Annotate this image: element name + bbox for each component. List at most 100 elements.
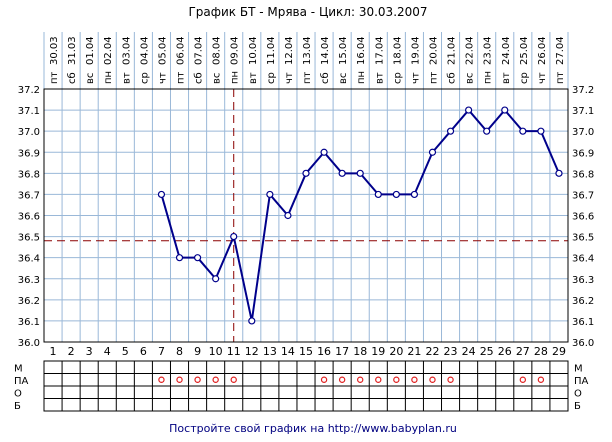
weekday-label: ср (266, 72, 277, 84)
date-label: 08.04 (212, 36, 223, 65)
data-point (555, 169, 563, 177)
cycle-day-label: 6 (140, 345, 147, 358)
cycle-day-label: 29 (552, 345, 566, 358)
data-point (157, 190, 166, 199)
date-label: 19.04 (410, 36, 421, 65)
date-label: 10.04 (248, 36, 259, 65)
weekday-label: чт (157, 72, 168, 84)
cycle-day-label: 5 (122, 345, 129, 358)
cycle-day-label: 26 (498, 345, 512, 358)
y-tick-label-left: 36.4 (18, 254, 40, 265)
data-point (519, 127, 527, 135)
cycle-day-label: 8 (176, 345, 183, 358)
pa-marker (411, 376, 418, 383)
weekday-label: вт (121, 72, 132, 84)
cycle-day-label: 21 (407, 345, 421, 358)
y-tick-label-right: 36.6 (572, 212, 594, 223)
cycle-day-label: 7 (158, 345, 165, 358)
pa-marker (447, 376, 454, 383)
cycle-day-label: 13 (263, 345, 277, 358)
y-tick-label-right: 36.5 (572, 233, 594, 244)
cycle-day-label: 15 (299, 345, 313, 358)
weekday-label: вт (248, 72, 259, 84)
symptom-row-label-left: М (14, 363, 23, 374)
date-label: 03.04 (121, 36, 132, 65)
date-label: 01.04 (85, 36, 96, 65)
plot-frame (43, 88, 569, 343)
cycle-day-label: 28 (534, 345, 548, 358)
pa-marker (519, 376, 527, 383)
weekday-label: вт (501, 72, 512, 84)
pa-marker (375, 376, 382, 383)
pa-marker (230, 376, 237, 383)
data-point (392, 190, 400, 199)
footer-link[interactable]: http://www.babyplan.ru (328, 422, 457, 435)
data-point (266, 190, 274, 199)
y-tick-label-left: 37.2 (18, 85, 40, 96)
y-tick-label-right: 36.7 (572, 190, 594, 201)
y-tick-label-left: 37.0 (18, 127, 40, 138)
data-point (248, 317, 256, 325)
weekday-label: сб (447, 72, 458, 84)
date-label: 04.04 (139, 36, 150, 65)
date-label: 15.04 (338, 36, 349, 65)
data-point (537, 127, 545, 135)
date-label: 05.04 (157, 36, 168, 65)
date-label: 30.03 (49, 36, 60, 65)
date-label: 06.04 (176, 36, 187, 65)
cycle-day-label: 1 (50, 345, 57, 358)
data-point (338, 169, 346, 177)
data-point (302, 169, 310, 177)
reference-lines (44, 89, 568, 342)
symptom-row-label-right: ПА (574, 376, 589, 387)
pa-marker (429, 376, 436, 383)
date-label: 18.04 (392, 36, 403, 65)
data-point (428, 148, 437, 156)
y-tick-label-left: 36.7 (18, 190, 40, 201)
date-label: 09.04 (230, 36, 241, 65)
data-point (230, 232, 238, 241)
weekday-label: ср (392, 72, 403, 84)
y-tick-label-left: 36.8 (18, 169, 40, 180)
cycle-day-label: 4 (104, 345, 111, 358)
date-label: 26.04 (537, 36, 548, 65)
cycle-day-label: 24 (462, 345, 476, 358)
data-point (193, 254, 202, 262)
weekday-label: сб (67, 72, 78, 84)
pa-marker (158, 376, 165, 383)
data-point (483, 127, 491, 135)
symptom-row-label-left: ПА (14, 376, 29, 387)
chart-axes: 36.0 36.0 36.1 36.1 36.2 36.2 36.3 36.3 36.4 36.4… (18, 36, 595, 358)
date-label: 13.04 (302, 36, 313, 65)
weekday-label: ср (139, 72, 150, 84)
weekday-label: пт (428, 71, 439, 84)
y-tick-label-right: 36.2 (572, 296, 594, 307)
date-label: 20.04 (428, 36, 439, 65)
weekday-label: пн (230, 71, 241, 84)
weekday-label: пт (176, 71, 187, 84)
cycle-day-label: 27 (516, 345, 530, 358)
date-label: 22.04 (465, 36, 476, 65)
data-point (446, 127, 455, 135)
symptom-row-label-left: Б (14, 401, 21, 412)
y-tick-label-right: 36.3 (572, 275, 594, 286)
date-label: 25.04 (519, 36, 530, 65)
cycle-day-label: 14 (281, 345, 295, 358)
svg-text:Постройте свой график на http:: Постройте свой график на http://www.baby… (169, 422, 457, 435)
pa-marker (393, 376, 400, 383)
temperature-series (157, 106, 563, 325)
footer-prefix: Постройте свой график на (169, 422, 328, 435)
y-tick-label-left: 36.3 (18, 275, 40, 286)
cycle-day-label: 23 (444, 345, 458, 358)
weekday-label: ср (519, 72, 530, 84)
date-label: 02.04 (103, 36, 114, 65)
date-label: 27.04 (555, 36, 566, 65)
cycle-day-label: 2 (68, 345, 75, 358)
symptom-table: М МПА ПАО ОБ Б (14, 360, 589, 412)
y-tick-label-right: 36.0 (572, 338, 594, 349)
cycle-day-label: 10 (209, 345, 223, 358)
date-label: 17.04 (374, 36, 385, 65)
y-tick-label-left: 36.6 (18, 212, 40, 223)
y-tick-label-right: 37.0 (572, 127, 594, 138)
